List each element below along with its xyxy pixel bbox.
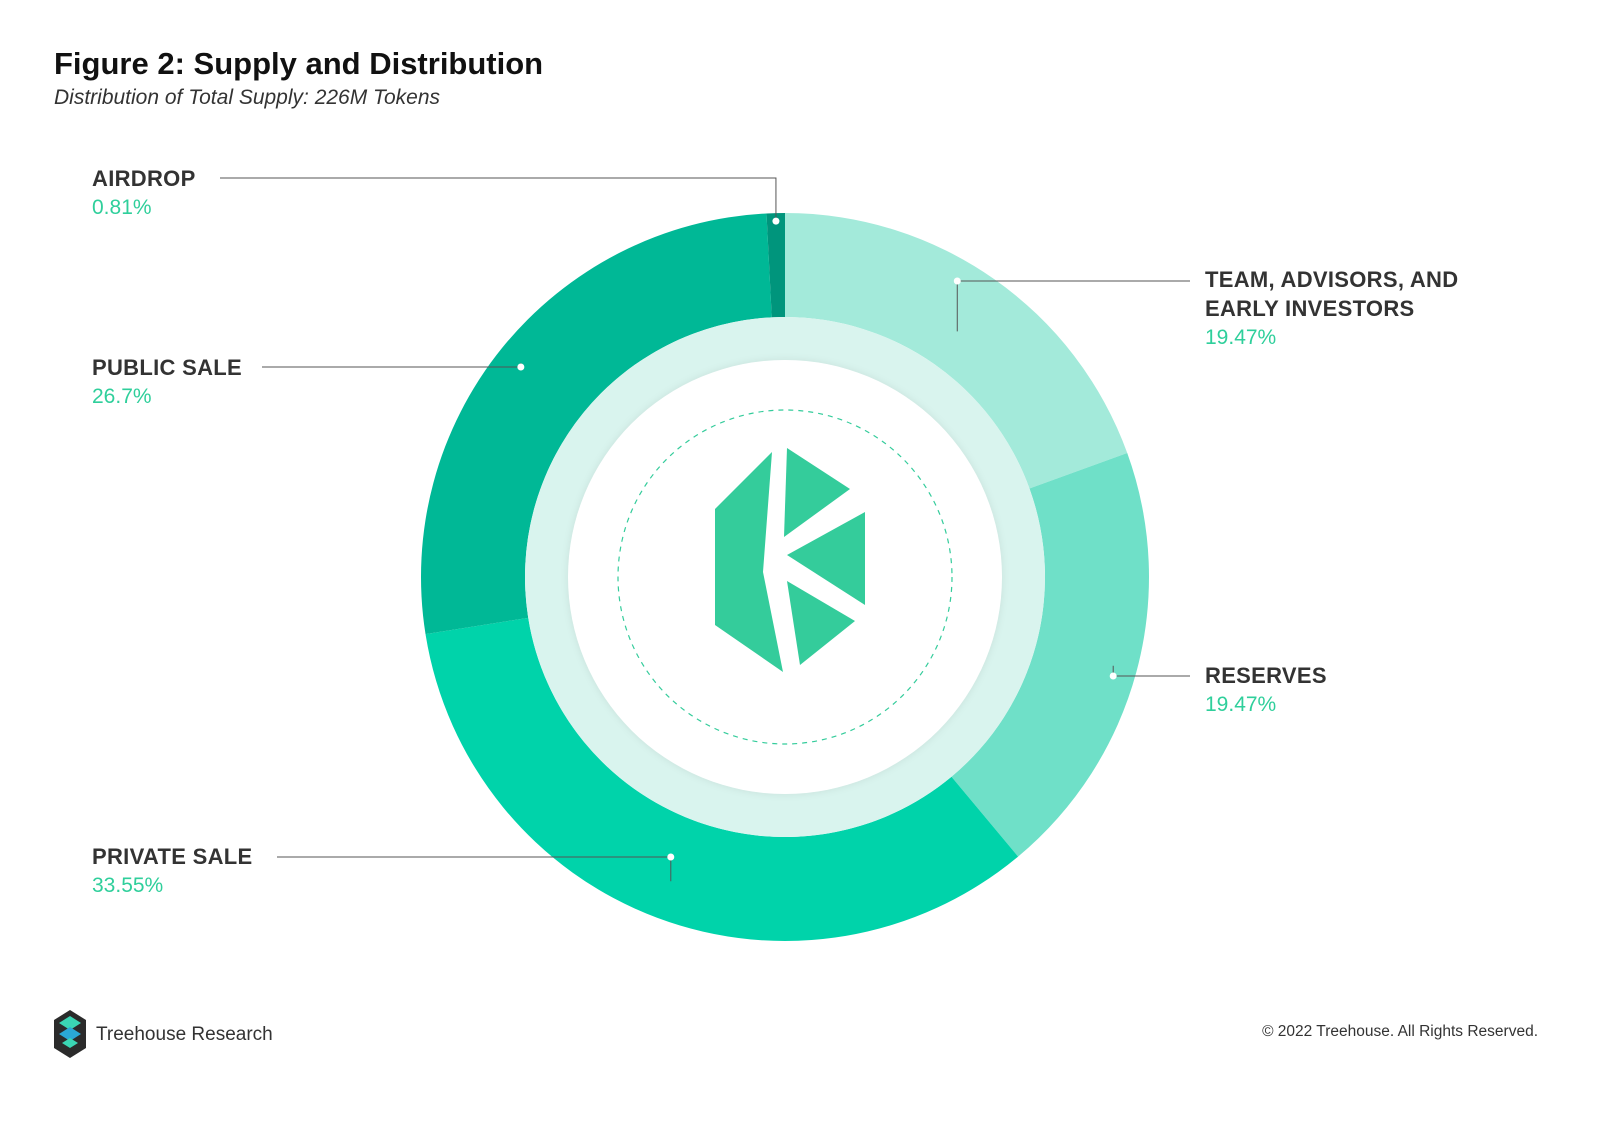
slice-label: RESERVES 19.47% <box>1205 661 1327 719</box>
inner-disc <box>568 360 1002 794</box>
leader-dot <box>953 277 961 285</box>
brand-name: Treehouse Research <box>96 1024 273 1045</box>
leader-dot <box>1109 672 1117 680</box>
slice-label-name: RESERVES <box>1205 663 1327 688</box>
slice-label-name: AIRDROP <box>92 166 196 191</box>
leader-line <box>262 362 522 368</box>
donut-slice <box>425 617 1019 941</box>
slice-label-value: 19.47% <box>1205 326 1277 349</box>
slice-label: PUBLIC SALE 26.7% <box>92 353 242 411</box>
leader-dot <box>667 853 675 861</box>
slice-label-value: 26.7% <box>92 385 152 408</box>
donut-slice <box>766 213 785 318</box>
slice-label-value: 19.47% <box>1205 693 1277 716</box>
leader-dot <box>517 363 525 371</box>
donut-slice <box>421 213 772 635</box>
slice-label: TEAM, ADVISORS, AND EARLY INVESTORS 19.47… <box>1205 265 1458 352</box>
slice-label-name: TEAM, ADVISORS, AND EARLY INVESTORS <box>1205 267 1459 321</box>
slice-label: PRIVATE SALE 33.55% <box>92 842 252 900</box>
slice-label-value: 33.55% <box>92 874 164 897</box>
kyber-logo-icon <box>715 448 865 672</box>
slice-label-value: 0.81% <box>92 196 152 219</box>
slice-label-name: PRIVATE SALE <box>92 844 253 869</box>
leader-line <box>220 177 777 222</box>
chart-subtitle: Distribution of Total Supply: 226M Token… <box>54 86 440 109</box>
donut-slice <box>951 453 1149 857</box>
copyright: © 2022 Treehouse. All Rights Reserved. <box>1262 1023 1538 1040</box>
donut-slice <box>785 213 1128 489</box>
chart-title: Figure 2: Supply and Distribution <box>54 46 544 81</box>
treehouse-logo-icon <box>54 1010 86 1058</box>
dashed-circle <box>617 409 953 745</box>
leader-dot <box>772 217 780 225</box>
slice-label-name: PUBLIC SALE <box>92 355 242 380</box>
slice-label: AIRDROP 0.81% <box>92 164 196 222</box>
brand: Treehouse Research <box>54 1010 273 1060</box>
